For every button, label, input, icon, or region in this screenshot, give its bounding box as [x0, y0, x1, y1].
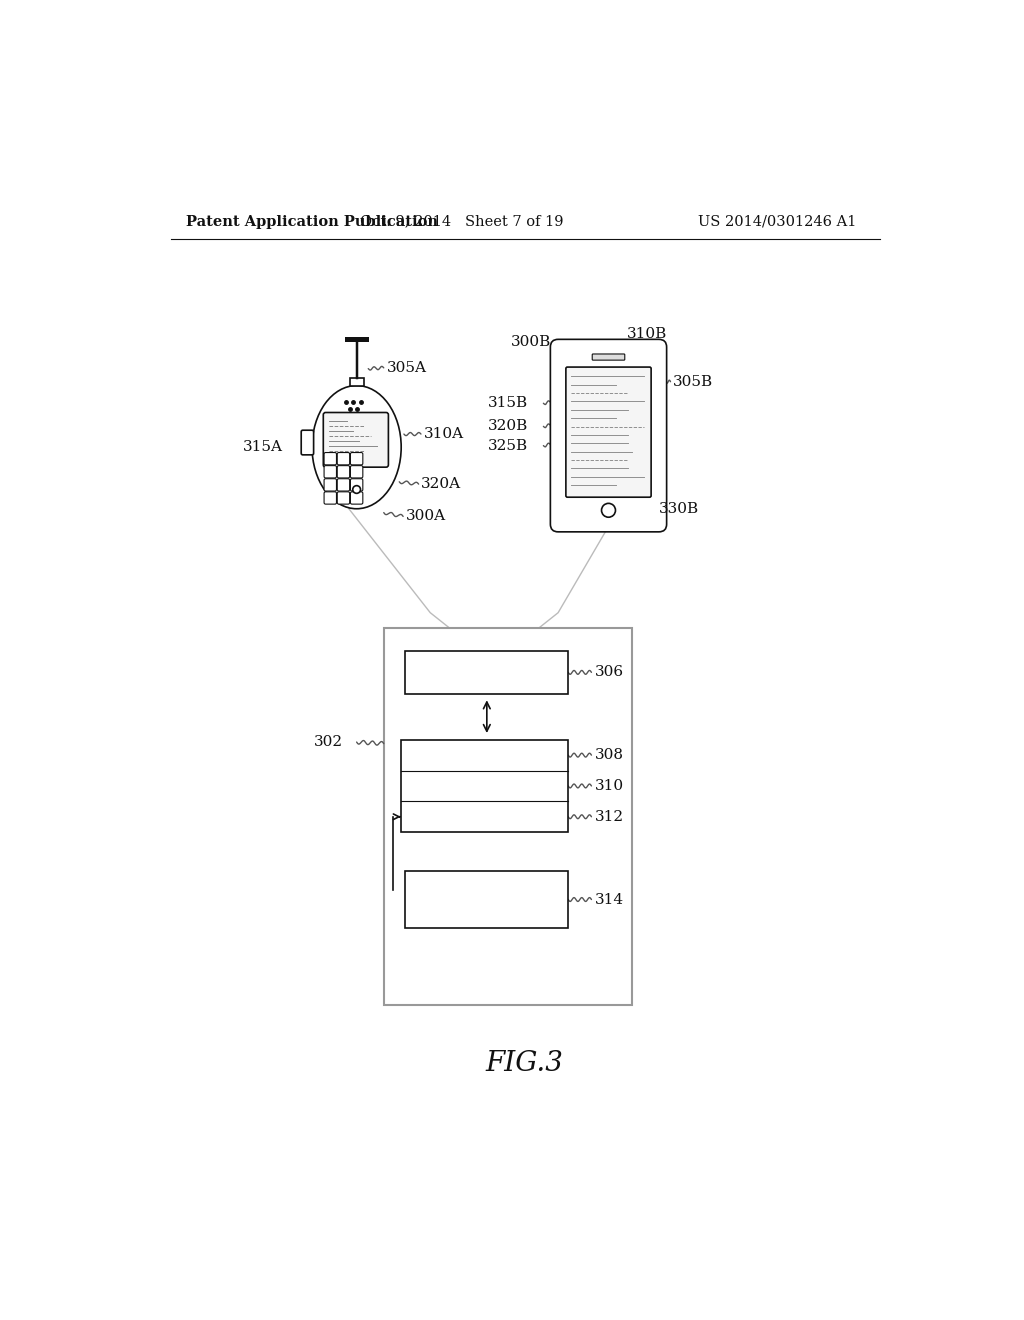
Text: 320A: 320A [421, 477, 461, 491]
Text: 330B: 330B [658, 502, 699, 516]
FancyBboxPatch shape [350, 466, 362, 478]
Text: US 2014/0301246 A1: US 2014/0301246 A1 [698, 215, 856, 228]
FancyBboxPatch shape [592, 354, 625, 360]
Text: 300A: 300A [406, 510, 445, 524]
FancyBboxPatch shape [324, 466, 337, 478]
Text: 312: 312 [595, 809, 625, 824]
FancyBboxPatch shape [324, 492, 337, 504]
Text: 315A: 315A [243, 440, 283, 454]
Text: Oct. 9, 2014   Sheet 7 of 19: Oct. 9, 2014 Sheet 7 of 19 [359, 215, 563, 228]
FancyBboxPatch shape [337, 479, 349, 491]
FancyBboxPatch shape [350, 479, 362, 491]
Text: 305B: 305B [673, 375, 713, 388]
Bar [406, 651, 568, 693]
Text: 310: 310 [595, 779, 625, 793]
Text: ASIC: ASIC [465, 747, 504, 763]
Text: FIG.3: FIG.3 [485, 1049, 564, 1077]
Ellipse shape [312, 385, 401, 508]
Text: 325B: 325B [487, 438, 527, 453]
FancyBboxPatch shape [324, 453, 337, 465]
Text: 302: 302 [314, 735, 343, 748]
Text: 306: 306 [595, 665, 625, 680]
FancyBboxPatch shape [350, 453, 362, 465]
Text: 308: 308 [595, 748, 625, 762]
Text: LOCAL
DATABASE: LOCAL DATABASE [442, 882, 531, 917]
FancyBboxPatch shape [324, 479, 337, 491]
FancyBboxPatch shape [350, 492, 362, 504]
Ellipse shape [352, 486, 360, 494]
Text: Patent Application Publication: Patent Application Publication [186, 215, 438, 228]
Text: 310B: 310B [627, 327, 668, 341]
Bar [349, 378, 364, 385]
Bar [384, 628, 632, 1006]
FancyBboxPatch shape [337, 492, 349, 504]
Text: 314: 314 [595, 892, 625, 907]
FancyBboxPatch shape [550, 339, 667, 532]
FancyBboxPatch shape [324, 412, 388, 467]
FancyBboxPatch shape [566, 367, 651, 498]
FancyBboxPatch shape [337, 453, 349, 465]
Text: 310A: 310A [424, 428, 464, 441]
Text: TRANSCEIVER: TRANSCEIVER [427, 665, 546, 680]
Text: 300B: 300B [511, 335, 551, 348]
FancyBboxPatch shape [301, 430, 313, 455]
Text: API: API [470, 779, 499, 793]
Text: 315B: 315B [487, 396, 527, 411]
Text: 320B: 320B [487, 420, 527, 433]
Text: 305A: 305A [387, 360, 427, 375]
Bar [400, 739, 568, 832]
Ellipse shape [601, 503, 615, 517]
Text: MEMORY: MEMORY [446, 809, 522, 824]
Bar [406, 871, 568, 928]
FancyBboxPatch shape [337, 466, 349, 478]
